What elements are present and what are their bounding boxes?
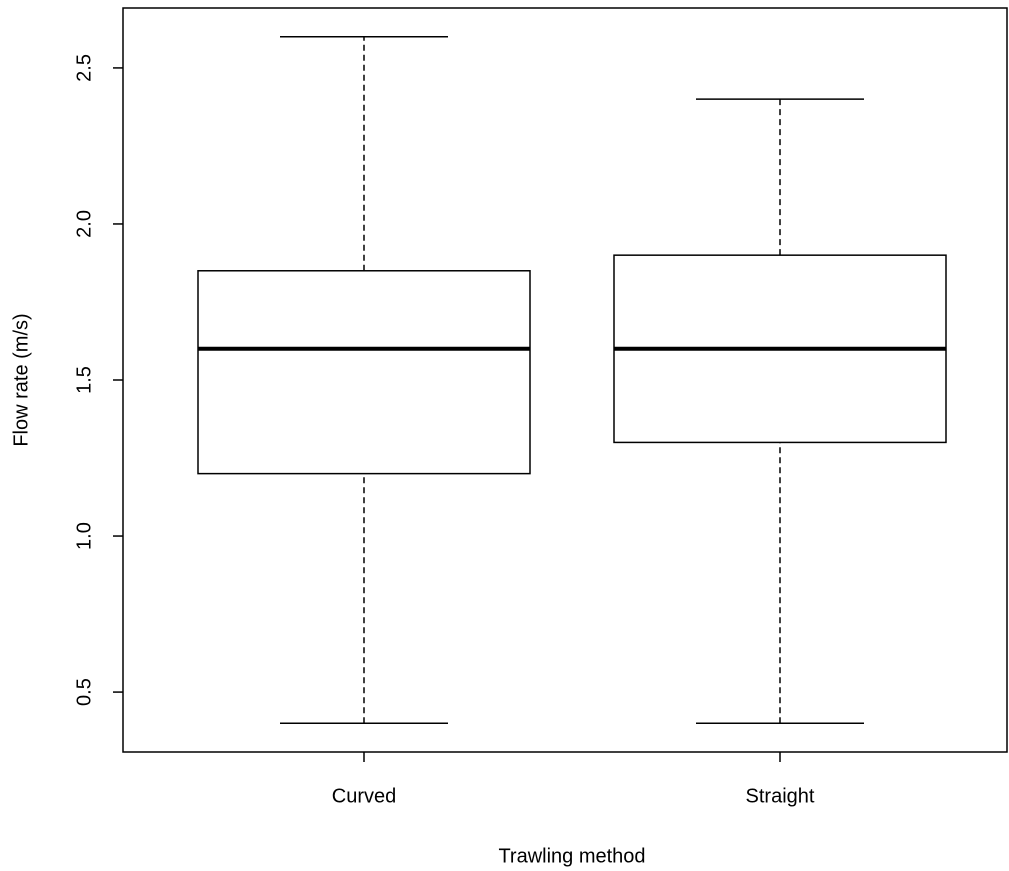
x-tick-label: Curved — [332, 785, 396, 807]
y-tick-label: 1.0 — [73, 522, 95, 550]
y-tick-label: 2.0 — [73, 210, 95, 238]
y-tick-label: 1.5 — [73, 366, 95, 394]
y-axis-label: Flow rate (m/s) — [10, 313, 32, 446]
x-axis-label: Trawling method — [498, 845, 645, 867]
y-tick-label: 2.5 — [73, 54, 95, 82]
box — [197, 270, 531, 475]
y-tick-label: 0.5 — [73, 678, 95, 706]
x-tick-label: Straight — [746, 785, 815, 807]
